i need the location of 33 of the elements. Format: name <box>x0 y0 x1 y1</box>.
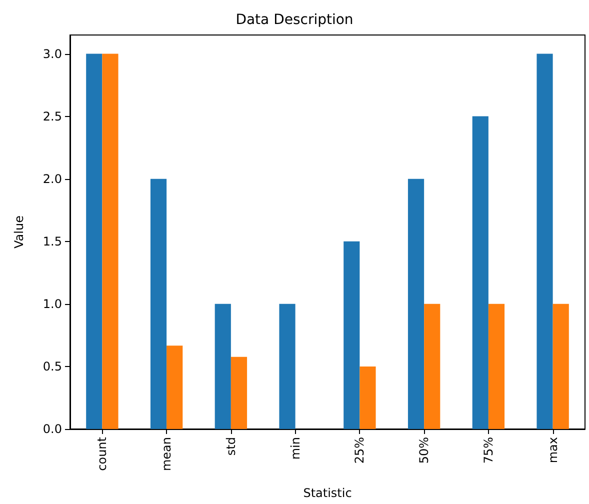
y-tick-label: 1.0 <box>42 296 62 311</box>
bar <box>360 366 376 429</box>
bar <box>344 241 360 429</box>
x-tick-label: std <box>224 437 238 456</box>
bar <box>230 356 248 429</box>
bar <box>424 304 440 429</box>
x-tick-label: 50% <box>417 437 432 464</box>
bar <box>472 116 488 429</box>
y-tick-label: 0.5 <box>42 359 62 374</box>
y-tick-label: 0.0 <box>42 422 62 436</box>
y-tick-label: 1.5 <box>42 234 62 248</box>
x-axis-title: Statistic <box>303 486 352 500</box>
x-tick-label: 75% <box>481 437 496 464</box>
y-tick-label: 2.5 <box>42 109 62 124</box>
x-tick-label: min <box>288 437 302 460</box>
bar <box>279 304 296 429</box>
bar <box>214 304 231 429</box>
bar <box>102 54 118 429</box>
y-tick-label: 2.0 <box>42 172 62 186</box>
bar <box>552 304 569 429</box>
bar <box>536 54 553 429</box>
bar <box>166 346 183 429</box>
y-tick-label: 3.0 <box>42 46 62 61</box>
bar <box>488 304 505 429</box>
x-tick-label: max <box>546 437 560 464</box>
y-axis-title: Value <box>12 216 26 248</box>
chart-title: Data Description <box>236 12 354 28</box>
x-tick-label: 25% <box>352 437 367 464</box>
x-tick-label: mean <box>160 437 174 472</box>
bar <box>86 54 102 429</box>
bar <box>150 178 167 429</box>
x-tick-label: count <box>95 436 110 471</box>
bar <box>408 178 424 429</box>
